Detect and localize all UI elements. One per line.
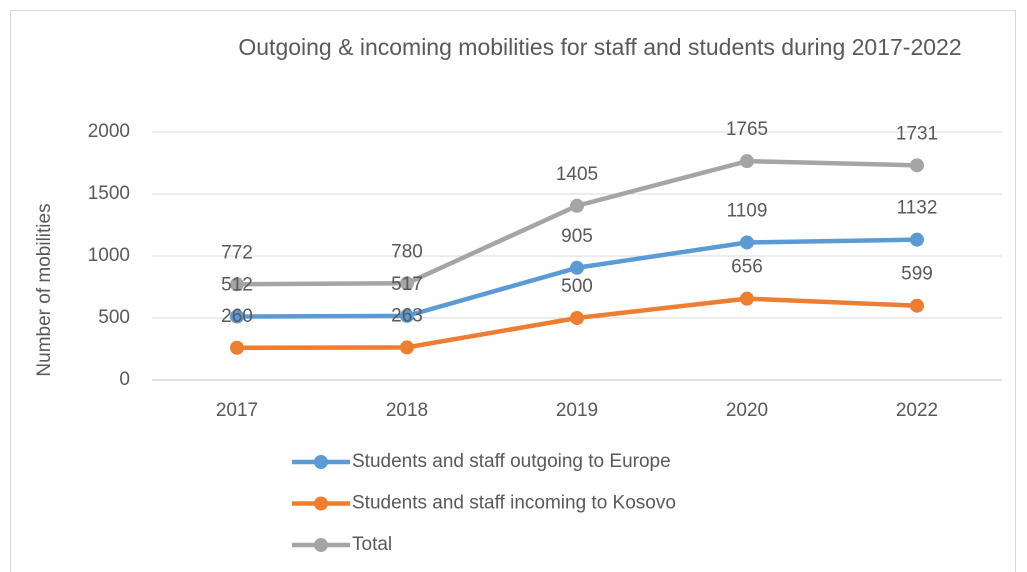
- point: [230, 277, 244, 292]
- point: [570, 198, 584, 213]
- legend-marker: [314, 455, 328, 469]
- chart-border: [10, 10, 1016, 572]
- point: [740, 235, 754, 250]
- x-tick-label: 2018: [386, 400, 428, 421]
- x-tick-label: 2020: [726, 400, 768, 421]
- point: [740, 291, 754, 306]
- legend-marker: [314, 538, 328, 552]
- point: [570, 311, 584, 325]
- chart-title: Outgoing & incoming mobilities for staff…: [238, 34, 962, 60]
- legend-label: Students and staff incoming to Kosovo: [352, 493, 676, 514]
- y-tick-label: 1000: [88, 245, 130, 266]
- legend-label: Students and staff outgoing to Europe: [352, 451, 671, 472]
- data-label: 1109: [727, 200, 768, 221]
- point: [400, 308, 414, 323]
- data-label: 905: [561, 226, 593, 247]
- y-tick-label: 0: [119, 369, 130, 390]
- y-tick-label: 500: [98, 307, 130, 328]
- data-label: 772: [221, 242, 253, 263]
- data-label: 517: [391, 274, 423, 295]
- point: [740, 154, 754, 169]
- legend-marker: [314, 496, 328, 511]
- data-label: 1132: [897, 198, 938, 219]
- point: [400, 340, 414, 355]
- data-label: 656: [731, 257, 763, 278]
- point: [910, 298, 924, 313]
- data-label: 780: [391, 241, 423, 262]
- point: [570, 260, 584, 275]
- x-tick-label: 2019: [556, 400, 598, 421]
- data-label: 512: [221, 275, 253, 296]
- y-axis-label: Number of mobilities: [34, 203, 55, 376]
- data-label: 500: [561, 276, 593, 297]
- data-label: 599: [901, 264, 933, 285]
- point: [400, 276, 414, 291]
- data-label: 1765: [726, 119, 768, 140]
- data-label: 1731: [896, 123, 938, 144]
- x-tick-label: 2017: [216, 400, 258, 421]
- point: [230, 340, 244, 355]
- y-tick-label: 2000: [88, 121, 130, 142]
- x-tick-label: 2022: [896, 400, 938, 421]
- point: [910, 158, 924, 173]
- data-label: 263: [391, 305, 423, 326]
- y-tick-label: 1500: [88, 183, 130, 204]
- point: [910, 232, 924, 247]
- legend-label: Total: [352, 534, 392, 555]
- point: [230, 309, 244, 324]
- data-label: 1405: [556, 164, 598, 185]
- data-label: 260: [221, 306, 253, 327]
